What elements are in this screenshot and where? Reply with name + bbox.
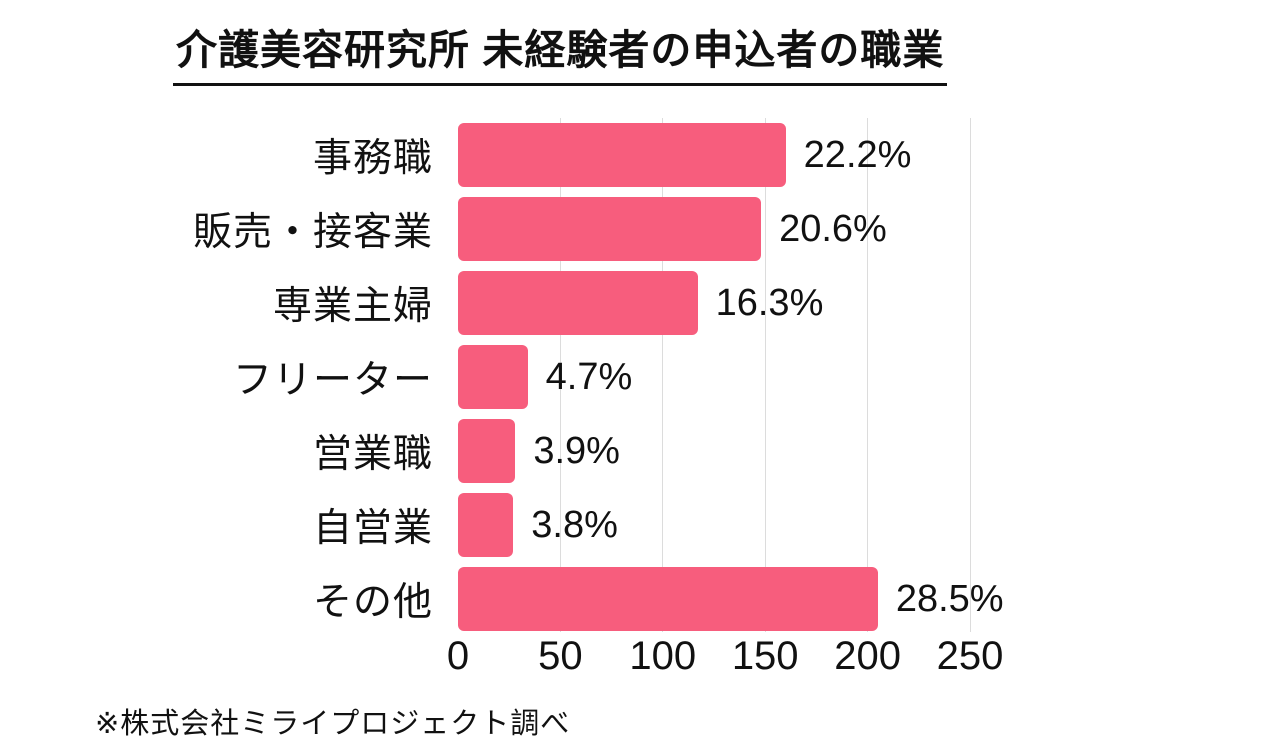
value-label: 28.5%	[895, 577, 1004, 620]
value-label: 3.8%	[531, 503, 618, 546]
bar-row: 営業職 3.9%	[0, 414, 1280, 488]
gridline	[969, 118, 971, 632]
bar-rows: 事務職 22.2% 販売・接客業 20.6% 専業主婦 16.3% フリーター …	[0, 118, 1280, 636]
chart-title: 介護美容研究所 未経験者の申込者の職業	[173, 16, 948, 86]
source-note: ※株式会社ミライプロジェクト調べ	[95, 708, 571, 740]
bar	[458, 493, 514, 557]
bar-row: 専業主婦 16.3%	[0, 266, 1280, 340]
value-label: 16.3%	[715, 281, 824, 324]
x-axis: 0 50 100 150 200 250	[447, 634, 1004, 684]
gridline	[867, 118, 869, 632]
bar	[458, 271, 698, 335]
bar-row: 自営業 3.8%	[0, 488, 1280, 562]
gridline	[559, 118, 561, 632]
value-label: 3.9%	[533, 429, 620, 472]
bar-row: 事務職 22.2%	[0, 118, 1280, 192]
value-label: 22.2%	[803, 133, 912, 176]
value-label: 4.7%	[545, 355, 633, 398]
value-label: 20.6%	[779, 207, 887, 250]
x-tick-label: 50	[538, 634, 583, 678]
bar	[458, 197, 762, 261]
x-tick-label: 150	[731, 634, 799, 678]
bar	[458, 345, 528, 409]
bar-row: その他 28.5%	[0, 562, 1280, 636]
category-label: 自営業	[312, 507, 433, 550]
bar	[458, 419, 516, 483]
category-label: その他	[312, 581, 433, 624]
category-label: 営業職	[312, 433, 433, 476]
gridline	[662, 118, 664, 632]
x-tick-label: 250	[936, 634, 1004, 678]
x-tick-label: 0	[446, 634, 470, 678]
gridline	[764, 118, 766, 632]
x-tick-label: 200	[834, 634, 901, 678]
bar	[458, 567, 878, 631]
bar	[458, 123, 786, 187]
category-label: 事務職	[312, 137, 433, 180]
x-tick-label: 100	[629, 634, 697, 678]
category-label: 専業主婦	[272, 285, 433, 328]
gridlines	[458, 118, 971, 632]
bar-row: フリーター 4.7%	[0, 340, 1280, 414]
bar-row: 販売・接客業 20.6%	[0, 192, 1280, 266]
category-label: 販売・接客業	[192, 211, 433, 254]
category-label: フリーター	[232, 359, 433, 402]
